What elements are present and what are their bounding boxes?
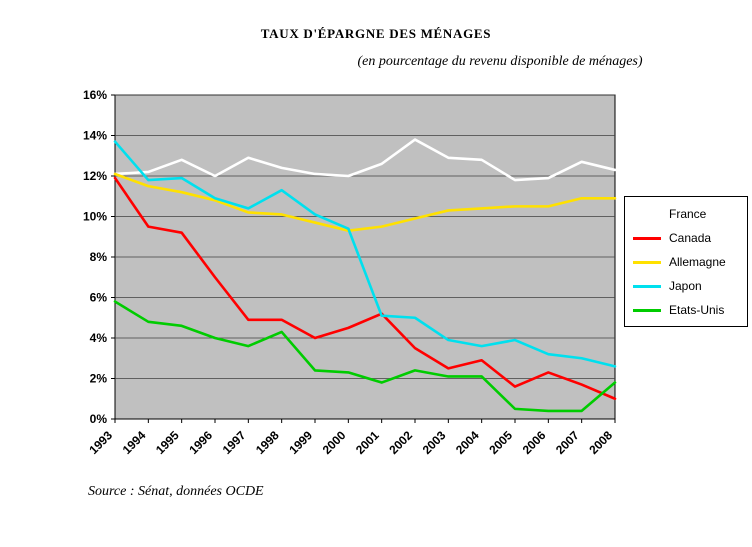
legend: France Canada Allemagne Japon Etats-Unis [624, 196, 748, 327]
legend-label: Japon [669, 279, 702, 293]
chart-area: 0% 2% 4% 6% 8% 10% 12% 14% 16% 1993 1994 1995 1996 19… [75, 85, 635, 485]
x-axis-label: 2008 [586, 428, 615, 457]
series-line-Japon [113, 140, 617, 368]
series-line-France [113, 138, 617, 182]
line-chart: 0%2%4%6%8%10%12%14%16%1993 1994 1995 1996 19… [83, 88, 617, 457]
x-axis-label: 1998 [253, 428, 282, 457]
legend-item-Etats-Unis: Etats-Unis [625, 298, 747, 322]
x-axis-label: 2007 [553, 428, 582, 457]
legend-item-France: France [625, 202, 747, 226]
chart-subtitle: (en pourcentage du revenu disponible de … [357, 54, 643, 69]
x-axis-label: 2002 [386, 428, 415, 457]
x-axis-label: 2005 [486, 428, 515, 457]
chart-title: TAUX D'ÉPARGNE DES MÉNAGES [260, 26, 492, 41]
legend-line-swatch [633, 260, 661, 264]
y-axis-label: 10% [83, 210, 107, 224]
legend-line-swatch [633, 284, 661, 288]
x-axis-label: 2006 [520, 428, 549, 457]
legend-line-swatch [633, 308, 661, 312]
series-line-Canada [113, 176, 617, 401]
series-line-Allemagne [113, 172, 617, 232]
x-axis-label: 1995 [153, 428, 182, 457]
legend-label: Canada [669, 231, 712, 245]
x-axis-label: 2001 [353, 428, 382, 457]
y-axis-label: 2% [90, 372, 108, 386]
legend-line-swatch [633, 212, 661, 216]
legend-item-Canada: Canada [625, 226, 747, 250]
y-axis-label: 12% [83, 169, 107, 183]
x-axis-label: 1994 [120, 428, 149, 457]
y-axis-label: 0% [90, 412, 108, 426]
x-axis-label: 2000 [320, 428, 349, 457]
source-note: Source : Sénat, données OCDE [88, 484, 264, 499]
legend-item-Allemagne: Allemagne [625, 250, 747, 274]
x-axis-label: 2004 [453, 428, 482, 457]
x-axis-label: 1997 [220, 428, 249, 457]
series-line-Etats-Unis [113, 300, 617, 413]
y-axis-label: 16% [83, 88, 107, 102]
legend-label: France [669, 207, 707, 221]
legend-line-swatch [633, 236, 661, 240]
x-axis-label: 1993 [86, 428, 115, 457]
x-axis-label: 1999 [286, 428, 315, 457]
legend-item-Japon: Japon [625, 274, 747, 298]
legend-label: Etats-Unis [669, 303, 725, 317]
x-axis-label: 2003 [420, 428, 449, 457]
y-axis-label: 4% [90, 331, 108, 345]
legend-label: Allemagne [669, 255, 726, 269]
x-axis-label: 1996 [186, 428, 215, 457]
y-axis-label: 6% [90, 291, 108, 305]
y-axis-label: 8% [90, 250, 108, 264]
y-axis-label: 14% [83, 129, 107, 143]
